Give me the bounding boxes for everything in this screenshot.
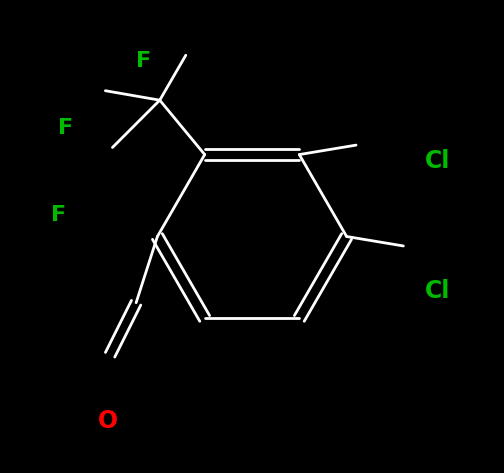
Text: F: F [58, 118, 73, 138]
Text: F: F [51, 205, 66, 225]
Text: Cl: Cl [425, 149, 450, 173]
Text: O: O [98, 409, 118, 433]
Text: Cl: Cl [425, 279, 450, 303]
Text: F: F [136, 52, 151, 71]
